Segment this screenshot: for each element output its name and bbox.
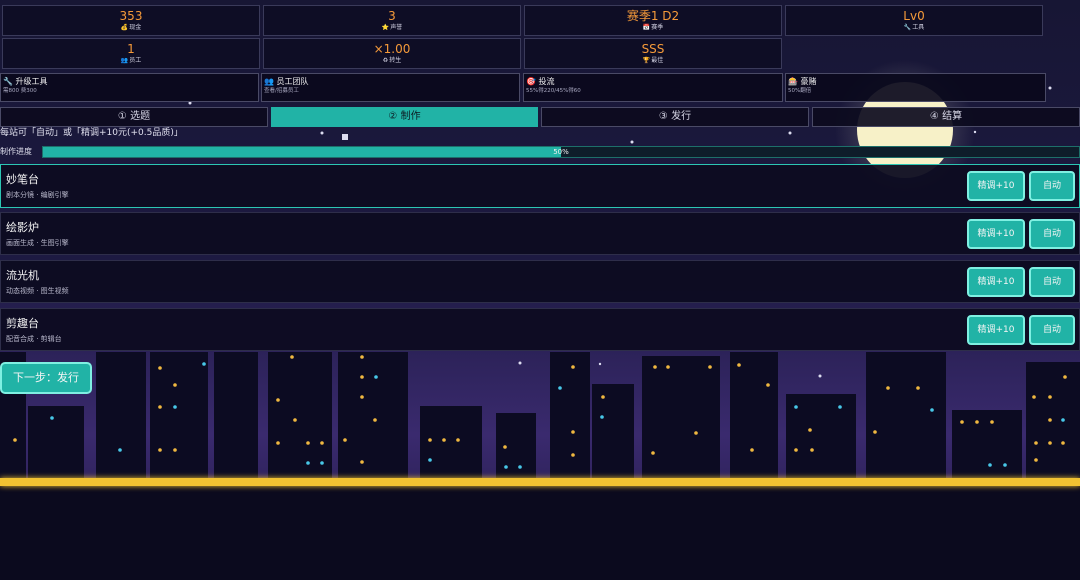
calendar-icon: 📅	[642, 24, 651, 31]
stat-best-label: 最佳	[651, 57, 664, 64]
star-icon: ⭐	[381, 24, 390, 31]
station-name: 剪趣台	[6, 317, 39, 330]
stat-staff: 1 👥员工	[2, 38, 260, 69]
target-icon: 🎯	[526, 77, 536, 86]
people-icon: 👥	[264, 77, 274, 86]
staff-team-desc: 查看/招募员工	[264, 88, 299, 94]
next-step-button[interactable]: 下一步：发行	[0, 362, 92, 394]
trophy-icon: 🏆	[642, 57, 651, 64]
tab-release[interactable]: ③ 发行	[541, 107, 809, 127]
stat-reputation: 3 ⭐声誉	[263, 5, 521, 36]
slot-machine-icon: 🎰	[788, 77, 798, 86]
stat-cash: 353 💰现金	[2, 5, 260, 36]
stat-tools-label: 工具	[912, 24, 925, 31]
station-card: 绘影炉 画面生成 · 生图引擎 精调+10 自动	[0, 212, 1080, 255]
station-name: 绘影炉	[6, 221, 39, 234]
stat-rebirth-value: ×1.00	[373, 42, 411, 56]
recycle-icon: ♻	[382, 57, 389, 64]
upgrade-tools-title: 升级工具	[15, 77, 48, 86]
refine-button[interactable]: 精调+10	[967, 171, 1025, 201]
tab-settlement[interactable]: ④ 结算	[812, 107, 1080, 127]
refine-button[interactable]: 精调+10	[967, 315, 1025, 345]
stat-cash-label: 现金	[129, 24, 142, 31]
stat-cash-value: 353	[119, 9, 143, 23]
progress-percent: 50%	[553, 148, 569, 156]
gamble-odds: 50%翻倍	[788, 88, 812, 94]
staff-team-title: 员工团队	[276, 77, 309, 86]
progress-fill	[43, 147, 561, 157]
station-desc: 动态视频 · 图生视频	[6, 287, 69, 295]
stat-rebirth: ×1.00 ♻转生	[263, 38, 521, 69]
stat-reputation-value: 3	[388, 9, 396, 23]
station-name: 流光机	[6, 269, 39, 282]
stats-panel: 353 💰现金 3 ⭐声誉 赛季1 D2 📅赛季 Lv0 🔧工具 1 👥员工 ×…	[0, 0, 1080, 70]
upgrade-tools-cost: 需800 费300	[3, 88, 37, 94]
station-desc: 剧本分镜 · 编剧引擎	[6, 191, 69, 199]
city-skyline	[0, 352, 1080, 478]
progress-label: 制作进度	[0, 147, 32, 156]
tab-topic[interactable]: ① 选题	[0, 107, 268, 127]
stat-season: 赛季1 D2 📅赛季	[524, 5, 782, 36]
gamble-button[interactable]: 🎰 豪赌 50%翻倍	[785, 73, 1046, 102]
road-stripe	[0, 478, 1080, 486]
stat-best: SSS 🏆最佳	[524, 38, 782, 69]
promote-odds: 55%得220/45%得60	[526, 88, 581, 94]
stat-tools-value: Lv0	[903, 9, 925, 23]
promote-title: 投流	[538, 77, 555, 86]
stat-best-value: SSS	[641, 42, 665, 56]
station-name: 妙笔台	[6, 173, 39, 186]
station-desc: 配音合成 · 剪辑台	[6, 335, 62, 343]
stat-staff-value: 1	[127, 42, 135, 56]
staff-team-button[interactable]: 👥 员工团队 查看/招募员工	[261, 73, 520, 102]
station-card: 流光机 动态视频 · 图生视频 精调+10 自动	[0, 260, 1080, 303]
window-lights-cyan	[50, 362, 1065, 469]
stat-staff-label: 员工	[129, 57, 142, 64]
hint-text: 每站可「自动」或「精调+10元(+0.5品质)」	[0, 128, 183, 138]
stat-tools: Lv0 🔧工具	[785, 5, 1043, 36]
money-bag-icon: 💰	[120, 24, 129, 31]
people-icon: 👥	[120, 57, 129, 64]
station-desc: 画面生成 · 生图引擎	[6, 239, 69, 247]
tab-production[interactable]: ② 制作	[271, 107, 538, 127]
station-card: 剪趣台 配音合成 · 剪辑台 精调+10 自动	[0, 308, 1080, 351]
stat-reputation-label: 声誉	[390, 24, 403, 31]
stars	[188, 86, 1052, 378]
station-card: 妙笔台 剧本分镜 · 编剧引擎 精调+10 自动	[0, 164, 1080, 208]
auto-button[interactable]: 自动	[1029, 267, 1075, 297]
auto-button[interactable]: 自动	[1029, 219, 1075, 249]
stat-season-label: 赛季	[651, 24, 664, 31]
auto-button[interactable]: 自动	[1029, 171, 1075, 201]
window-lights-gold	[13, 355, 1067, 464]
wrench-icon: 🔧	[903, 24, 912, 31]
production-progress-bar: 50%	[42, 146, 1080, 158]
gamble-title: 豪赌	[800, 77, 817, 86]
upgrade-tools-button[interactable]: 🔧 升级工具 需800 费300	[0, 73, 259, 102]
stat-rebirth-label: 转生	[389, 57, 402, 64]
auto-button[interactable]: 自动	[1029, 315, 1075, 345]
ground	[0, 486, 1080, 580]
wrench-icon: 🔧	[3, 77, 13, 86]
refine-button[interactable]: 精调+10	[967, 267, 1025, 297]
refine-button[interactable]: 精调+10	[967, 219, 1025, 249]
stat-season-value: 赛季1 D2	[626, 9, 680, 23]
promote-button[interactable]: 🎯 投流 55%得220/45%得60	[523, 73, 783, 102]
